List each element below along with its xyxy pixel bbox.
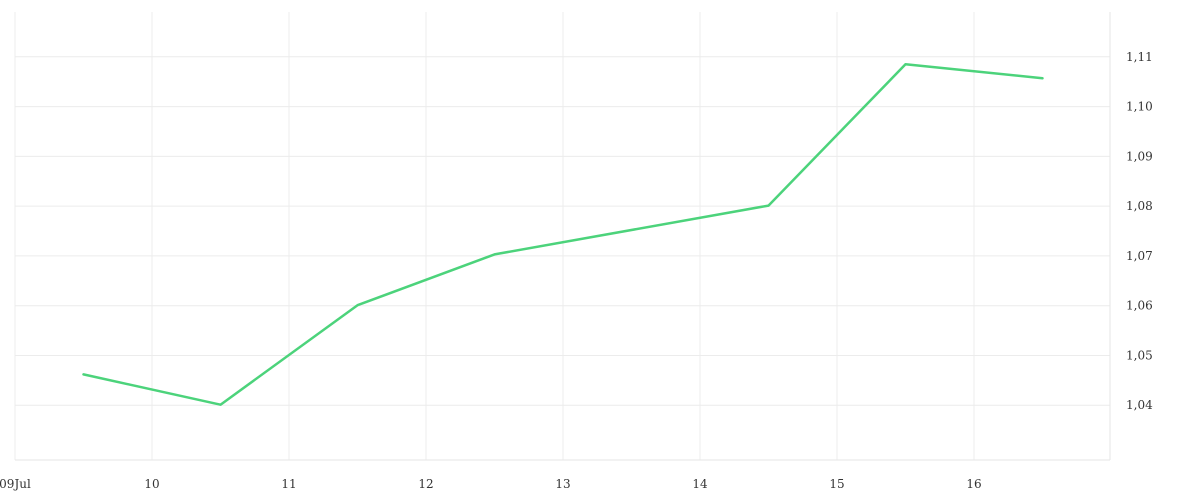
series-line (82, 63, 1044, 406)
x-tick-label: 09Jul (0, 477, 31, 491)
y-tick-label: 1,09 (1126, 149, 1153, 163)
y-tick-label: 1,07 (1126, 249, 1153, 263)
vertical-grid-lines (14, 12, 1111, 460)
x-axis-tick-labels: 09Jul 10 11 12 13 14 15 16 (0, 477, 982, 491)
x-tick-label: 13 (555, 477, 570, 491)
y-tick-label: 1,08 (1126, 199, 1153, 213)
x-tick-label: 14 (692, 477, 708, 491)
x-tick-label: 15 (829, 477, 844, 491)
series-group (82, 63, 1044, 406)
horizontal-grid-lines (15, 56, 1110, 406)
x-tick-label: 12 (418, 477, 433, 491)
y-tick-label: 1,05 (1126, 348, 1153, 362)
x-tick-label: 10 (144, 477, 159, 491)
x-tick-label: 16 (966, 477, 981, 491)
y-tick-label: 1,06 (1126, 299, 1153, 313)
x-tick-label: 11 (281, 477, 296, 491)
y-tick-label: 1,10 (1126, 100, 1153, 114)
y-axis-tick-labels: 1,04 1,05 1,06 1,07 1,08 1,09 1,10 1,11 (1126, 50, 1153, 412)
y-tick-label: 1,04 (1126, 398, 1153, 412)
y-tick-label: 1,11 (1126, 50, 1153, 64)
